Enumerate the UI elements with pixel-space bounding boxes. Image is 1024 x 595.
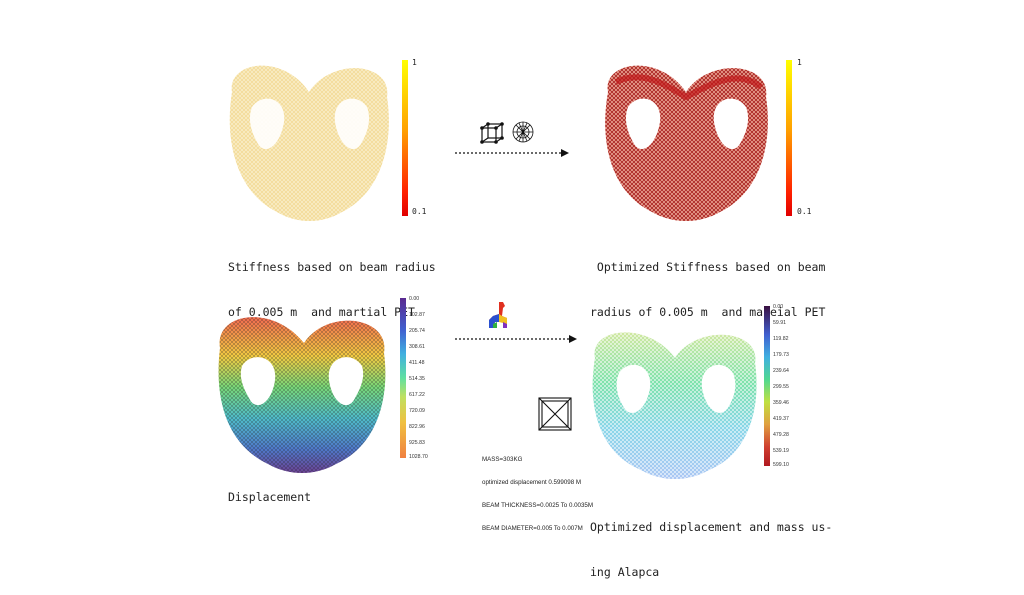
stiffness-colorbar-right bbox=[786, 60, 792, 216]
alpaca-icon bbox=[489, 302, 507, 328]
optimized-displacement-shape bbox=[592, 332, 757, 479]
crossed-box-icon bbox=[538, 397, 572, 431]
stiffness-min-label: 0.1 bbox=[412, 207, 427, 216]
optimization-notes: MASS=303KG optimized displacement 0.5990… bbox=[482, 456, 594, 532]
stiffness-uniform-shape bbox=[229, 65, 389, 222]
stiffness-optimized-shape bbox=[605, 65, 768, 222]
lattice-cube-icon bbox=[480, 122, 504, 144]
displacement-colorbar-right bbox=[764, 306, 770, 466]
stiffness-max-label: 1 bbox=[412, 58, 417, 67]
displacement-ticks-left: 0.00 102.87 205.74 308.61 411.48 514.35 … bbox=[409, 296, 428, 460]
shell-fractal-icon bbox=[512, 121, 534, 143]
caption-optimized-stiffness: Optimized Stiffness based on beam radius… bbox=[590, 260, 826, 319]
displacement-shape bbox=[218, 317, 386, 473]
caption-optimized-displacement: Optimized displacement and mass us- ing … bbox=[590, 520, 833, 579]
caption-stiffness: Stiffness based on beam radius of 0.005 … bbox=[228, 260, 436, 319]
arrow-right-icon bbox=[455, 149, 569, 157]
stiffness-min-label-right: 0.1 bbox=[797, 207, 812, 216]
arrow-right-icon bbox=[455, 335, 577, 343]
displacement-colorbar-left bbox=[400, 298, 406, 458]
stiffness-max-label-right: 1 bbox=[797, 58, 802, 67]
displacement-ticks-right: 0.00 59.91 119.82 179.73 239.64 299.55 3… bbox=[773, 304, 789, 468]
stiffness-colorbar-left bbox=[402, 60, 408, 216]
caption-displacement: Displacement bbox=[228, 490, 312, 504]
